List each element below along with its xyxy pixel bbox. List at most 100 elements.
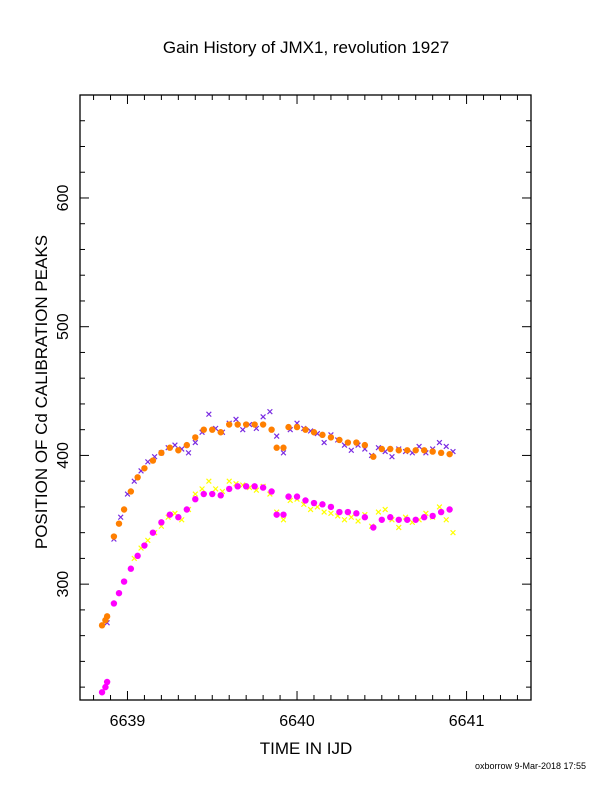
data-point	[134, 474, 141, 481]
data-point	[382, 506, 389, 513]
x-tick-label: 6640	[279, 713, 315, 730]
y-axis-label: POSITION OF Cd CALIBRATION PEAKS	[32, 235, 51, 549]
data-point	[192, 434, 199, 441]
data-point	[144, 459, 151, 465]
data-point	[209, 490, 216, 498]
data-point	[172, 442, 178, 448]
data-point	[234, 483, 241, 490]
data-point	[319, 501, 326, 508]
data-point	[348, 514, 355, 521]
data-point	[395, 447, 402, 454]
data-point	[404, 516, 411, 523]
data-point	[251, 421, 258, 428]
data-point	[226, 485, 233, 493]
data-point	[192, 439, 199, 446]
chart-title: Gain History of JMX1, revolution 1927	[163, 38, 449, 57]
data-point	[355, 518, 361, 524]
data-point	[226, 478, 233, 484]
series-3	[98, 483, 453, 696]
footer-credit: oxborrow 9-Mar-2018 17:55	[475, 761, 586, 771]
data-point	[212, 486, 219, 492]
data-point	[206, 478, 212, 484]
data-point	[115, 520, 123, 527]
tick-marks	[80, 94, 531, 700]
data-point	[436, 504, 443, 510]
data-point	[348, 447, 355, 454]
data-point	[310, 429, 318, 436]
data-point	[327, 434, 335, 441]
data-point	[259, 421, 267, 428]
data-point	[310, 499, 318, 507]
data-point	[450, 529, 456, 536]
data-point	[443, 516, 450, 523]
data-point	[103, 678, 111, 686]
data-point	[200, 490, 207, 498]
y-tick-label: 600	[55, 185, 72, 212]
data-point	[206, 411, 212, 418]
data-point	[321, 509, 327, 515]
data-point	[141, 465, 148, 472]
data-point	[285, 423, 292, 431]
data-point	[302, 497, 309, 504]
data-point	[378, 445, 385, 453]
data-point	[353, 510, 360, 517]
data-point	[395, 516, 402, 523]
y-tick-label: 300	[55, 571, 72, 598]
series-2	[98, 421, 453, 629]
data-point	[412, 447, 419, 454]
data-point	[328, 510, 334, 517]
data-point	[103, 613, 111, 620]
data-point	[319, 431, 326, 439]
data-point	[420, 447, 428, 454]
data-point	[200, 426, 207, 433]
data-point	[353, 439, 360, 446]
data-point	[387, 445, 394, 453]
data-point	[209, 426, 216, 433]
data-point	[260, 413, 266, 420]
data-point	[307, 506, 314, 513]
data-point	[233, 416, 239, 423]
data-point	[361, 441, 369, 449]
data-series	[98, 408, 456, 696]
data-point	[98, 622, 106, 629]
data-point	[242, 421, 250, 428]
data-point	[166, 511, 174, 518]
data-point	[378, 516, 385, 523]
data-point	[387, 514, 394, 521]
data-point	[192, 491, 199, 497]
data-point	[280, 516, 287, 523]
y-tick-label: 500	[55, 313, 72, 340]
data-point	[149, 529, 157, 536]
data-point	[336, 508, 343, 516]
data-point	[395, 524, 402, 531]
data-point	[192, 495, 199, 503]
data-point	[344, 508, 352, 516]
data-point	[226, 421, 233, 428]
x-axis-label: TIME IN IJD	[260, 739, 353, 758]
data-point	[412, 516, 419, 523]
data-point	[446, 506, 453, 513]
data-point	[280, 444, 287, 451]
data-point	[234, 421, 241, 428]
data-point	[389, 453, 395, 460]
data-point	[117, 514, 124, 521]
data-point	[134, 552, 141, 560]
data-point	[370, 524, 377, 531]
data-point	[175, 447, 182, 454]
x-tick-label: 6639	[110, 713, 146, 730]
data-point	[293, 493, 301, 500]
data-point	[149, 457, 157, 464]
data-point	[420, 514, 428, 521]
data-point	[404, 447, 411, 454]
data-point	[273, 511, 280, 518]
data-point	[98, 689, 106, 696]
data-point	[436, 439, 443, 446]
data-point	[375, 509, 382, 515]
data-point	[127, 488, 135, 495]
data-point	[341, 516, 348, 523]
data-point	[273, 433, 280, 439]
data-point	[217, 492, 224, 499]
data-point	[120, 578, 128, 585]
data-point	[217, 429, 224, 436]
data-point	[259, 484, 267, 491]
